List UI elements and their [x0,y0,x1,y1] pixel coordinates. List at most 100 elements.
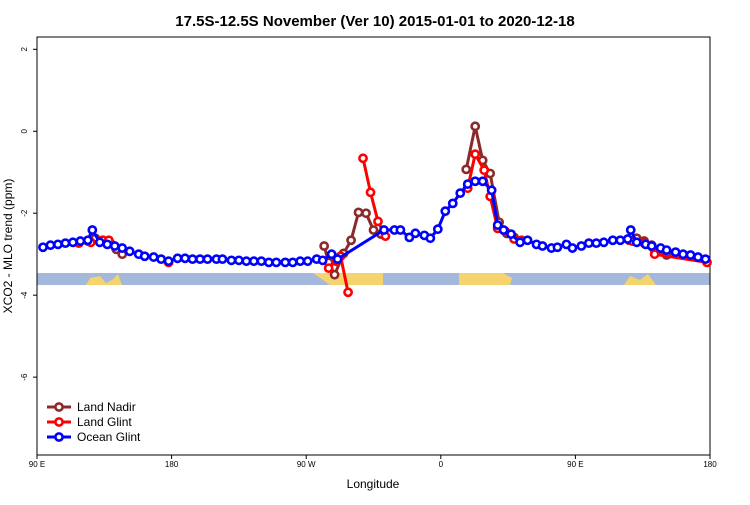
data-point [180,253,190,264]
data-point [302,256,313,267]
data-point [486,185,497,196]
data-point [94,237,105,248]
data-point [447,198,458,209]
data-point [567,243,578,253]
data-point [346,235,356,246]
data-point [506,229,516,240]
y-tick-label: 0 [20,128,29,133]
data-point [287,257,298,268]
data-point [295,256,306,267]
data-point [87,225,98,235]
data-point [75,236,86,246]
data-point [263,257,274,268]
data-point [332,254,343,265]
data-point [156,254,167,265]
data-point [317,255,328,266]
data-point [124,246,135,257]
data-point [462,179,473,190]
data-point [607,235,618,246]
y-tick-label: -2 [20,209,29,217]
data-point [319,241,330,251]
data-point [326,249,337,260]
data-point [248,256,259,267]
legend-label: Land Glint [77,415,132,429]
data-point [353,207,364,218]
data-point [622,234,633,244]
data-point [280,257,291,268]
data-point [187,254,198,265]
data-point [537,241,548,251]
legend-marker [54,402,64,412]
data-point [323,263,334,274]
data-point [552,242,563,253]
data-point [163,256,174,267]
legend-label: Land Nadir [77,400,136,414]
data-point [615,235,626,246]
data-point [102,239,113,250]
data-point [461,164,472,175]
data-point [67,237,78,248]
data-point [693,252,703,262]
data-point [379,225,389,235]
data-point [343,287,353,298]
data-point [591,238,602,249]
x-tick-label: 180 [703,460,717,469]
data-point [365,187,376,198]
data-point [583,238,594,249]
data-point [598,237,609,248]
data-point [631,237,642,248]
x-tick-label: 90 E [567,460,583,469]
data-point [576,241,587,251]
data-point [148,252,159,262]
data-point [202,254,213,265]
data-point [38,242,48,253]
x-axis-label: Longitude [347,477,400,491]
data-point [670,247,681,258]
data-point [498,225,509,235]
data-point [410,228,421,239]
data-point [117,243,128,253]
data-point [432,224,443,235]
data-point [172,253,183,264]
data-point [109,241,120,251]
y-tick-label: 2 [20,47,29,52]
data-point [455,188,466,199]
data-point [361,208,371,219]
legend-marker [54,432,64,442]
data-point [256,256,267,267]
data-point [470,121,481,132]
data-point [53,239,63,250]
land-mask [37,273,710,285]
data-point [226,255,237,266]
x-tick-label: 0 [439,460,444,469]
data-point [440,206,451,217]
data-point [646,241,657,251]
y-tick-label: -6 [20,373,29,381]
data-point [233,255,244,266]
data-point [329,269,340,280]
data-point [492,220,503,230]
x-tick-label: 90 W [297,460,316,469]
data-point [678,249,688,260]
data-point [241,256,252,267]
y-tick-label: -4 [20,291,29,299]
data-point [515,237,525,248]
legend-marker [54,417,64,427]
plot-frame [36,36,711,456]
legend-label: Ocean Glint [77,430,141,444]
y-axis-label: XCO2 - MLO trend (ppm) [1,179,15,314]
data-point [217,254,228,265]
data-point [661,245,672,255]
data-point [625,225,636,235]
data-point [358,153,368,164]
chart-title: 17.5S-12.5S November (Ver 10) 2015-01-01… [175,13,574,30]
data-point [139,251,150,262]
data-point [470,149,481,160]
data-point [195,254,205,265]
data-point [425,233,436,244]
data-point [368,225,379,235]
data-point [649,249,660,260]
data-point [45,240,56,251]
